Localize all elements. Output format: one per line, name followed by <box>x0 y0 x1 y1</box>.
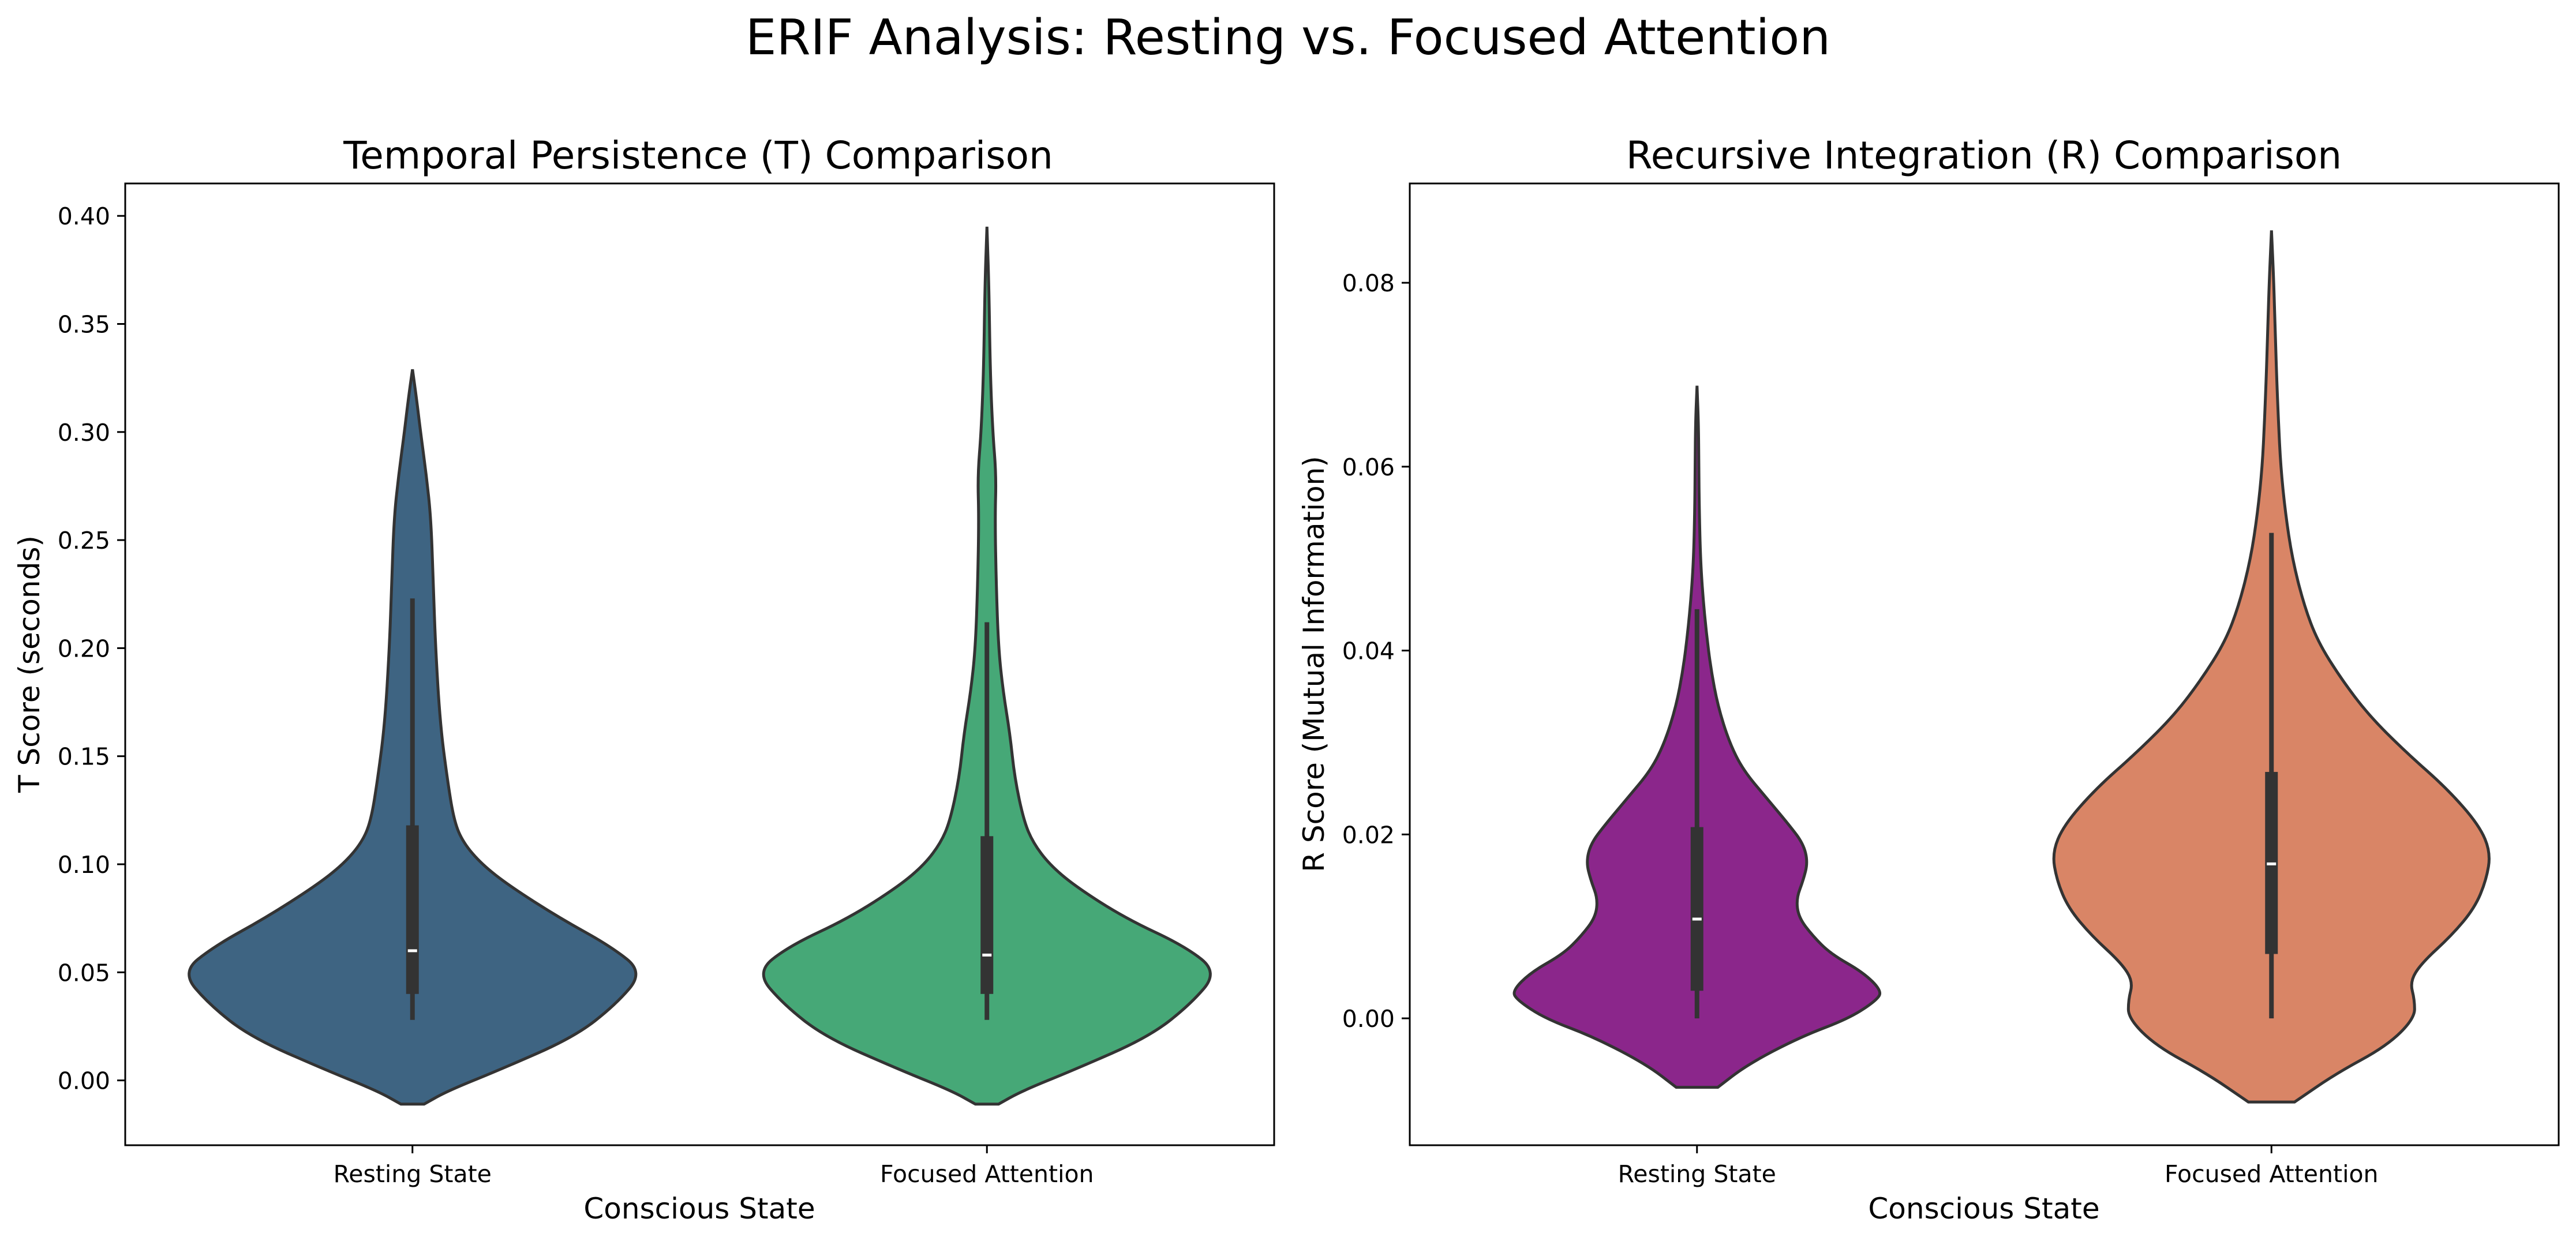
panel-recursive-y-tick-label: 0.08 <box>1342 269 1395 297</box>
panel-recursive-y-tick-label: 0.06 <box>1342 453 1395 481</box>
panel-temporal-x-tick-label: Focused Attention <box>880 1160 1094 1188</box>
panel-temporal-y-tick-label: 0.05 <box>58 959 110 987</box>
panel-temporal-y-tick-label: 0.00 <box>58 1067 110 1095</box>
panel-recursive-y-label: R Score (Mutual Information) <box>1297 456 1331 872</box>
panel-temporal-title: Temporal Persistence (T) Comparison <box>343 133 1053 178</box>
panel-recursive-x-label: Conscious State <box>1868 1192 2099 1225</box>
panel-recursive-x-tick-label: Resting State <box>1618 1160 1776 1188</box>
panel-recursive-title: Recursive Integration (R) Comparison <box>1626 133 2342 178</box>
panel-temporal-y-tick-label: 0.10 <box>58 851 110 879</box>
panel-temporal-y-ticks: 0.00 0.05 0.10 0.15 0.20 0.25 0.30 0.35 0.40 <box>58 203 125 1095</box>
panel-temporal-y-label: T Score (seconds) <box>13 535 46 793</box>
panel-recursive: Recursive Integration (R) Comparison 0.0… <box>1297 133 2560 1225</box>
panel-temporal-y-tick-label: 0.20 <box>58 635 110 662</box>
panel-temporal-frame <box>124 182 1275 1146</box>
panel-recursive-x-ticks: Resting State Focused Attention <box>1618 1145 2379 1188</box>
panel-temporal-y-tick-label: 0.35 <box>58 310 110 338</box>
panel-recursive-frame <box>1409 182 2560 1146</box>
panel-temporal-y-tick-label: 0.25 <box>58 527 110 554</box>
figure-title: ERIF Analysis: Resting vs. Focused Atten… <box>746 9 1830 66</box>
panel-temporal-violin-resting-state-iqr-box <box>406 825 419 994</box>
panel-temporal-x-ticks: Resting State Focused Attention <box>334 1145 1094 1188</box>
panel-recursive-y-ticks: 0.00 0.02 0.04 0.06 0.08 <box>1342 269 1410 1033</box>
panel-recursive-violins <box>1512 230 2491 1104</box>
panel-recursive-y-tick-label: 0.04 <box>1342 638 1395 665</box>
panel-temporal-violins <box>188 226 1212 1106</box>
panel-recursive-y-tick-label: 0.02 <box>1342 821 1395 849</box>
panel-recursive-x-tick-label: Focused Attention <box>2165 1160 2379 1188</box>
panel-temporal-y-tick-label: 0.40 <box>58 203 110 230</box>
panel-temporal-x-tick-label: Resting State <box>334 1160 492 1188</box>
panel-temporal-y-tick-label: 0.30 <box>58 419 110 447</box>
panel-recursive-y-tick-label: 0.00 <box>1342 1005 1395 1033</box>
panel-temporal-violin-focused-attention-iqr-box <box>980 836 994 994</box>
panel-temporal: Temporal Persistence (T) Comparison 0.00… <box>13 133 1275 1225</box>
panel-temporal-x-label: Conscious State <box>583 1192 815 1225</box>
panel-recursive-violin-resting-state-iqr-box <box>1690 827 1703 991</box>
panel-temporal-y-tick-label: 0.15 <box>58 743 110 771</box>
